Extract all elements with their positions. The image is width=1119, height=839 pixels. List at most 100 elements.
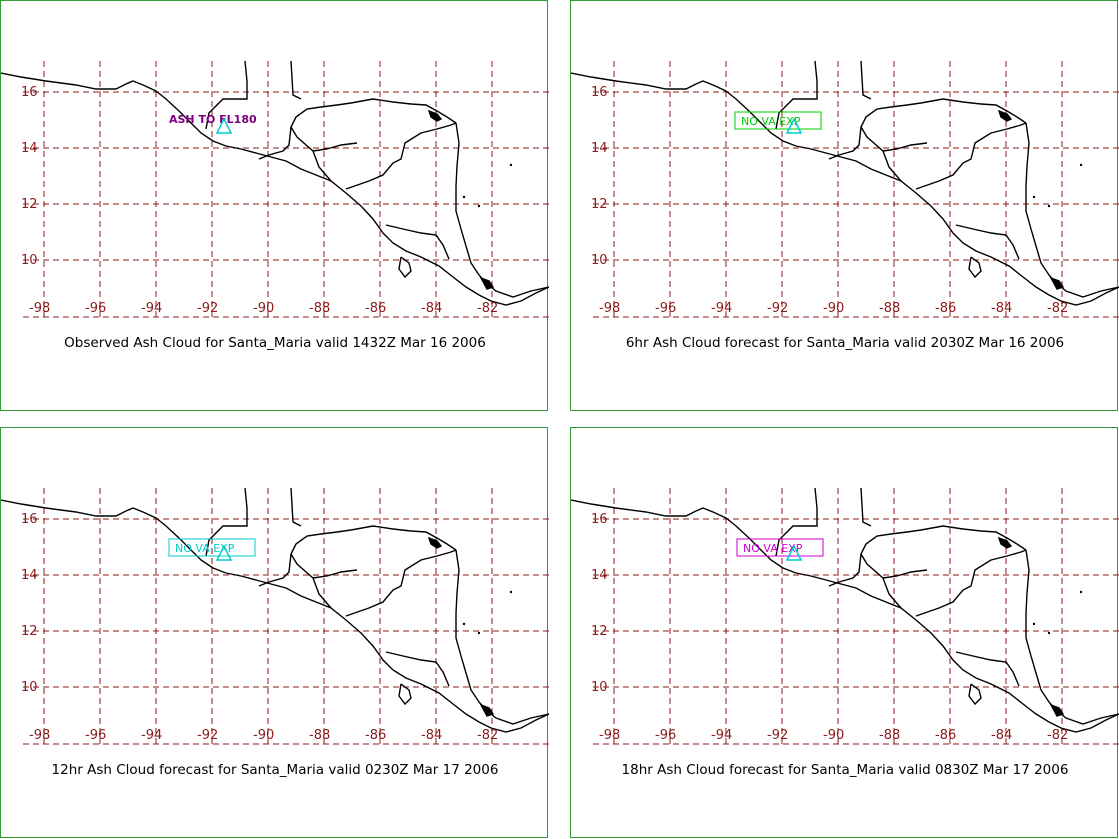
- map-6hr: 16 14 12 10 -98 -96 -94 -92 -90 -88 -86 -84 -82 NO VA…: [571, 60, 1119, 318]
- island: [427, 536, 443, 549]
- longitude-labels: -98 -96 -94 -92 -90 -88 -86 -84 -82: [599, 301, 1068, 316]
- latitude-label: 14: [591, 141, 608, 156]
- longitude-label: -82: [477, 728, 498, 743]
- country-border: [968, 683, 982, 706]
- longitude-label: -84: [991, 301, 1012, 316]
- country-border: [385, 224, 450, 260]
- island-dot: [509, 590, 513, 594]
- island-dot: [1079, 163, 1083, 167]
- coastline: [571, 72, 1119, 306]
- island-dot: [1047, 204, 1051, 208]
- longitude-labels: -98 -96 -94 -92 -90 -88 -86 -84 -82: [599, 728, 1068, 743]
- coastline: [1, 72, 549, 306]
- country-border: [968, 256, 982, 279]
- longitude-label: -96: [655, 728, 676, 743]
- grid-lines: [23, 61, 549, 318]
- longitude-label: -96: [655, 301, 676, 316]
- longitude-label: -98: [599, 728, 620, 743]
- longitude-labels: -98 -96 -94 -92 -90 -88 -86 -84 -82: [29, 301, 498, 316]
- volcano-icon: [215, 117, 233, 134]
- longitude-label: -98: [29, 301, 50, 316]
- country-border: [1025, 549, 1119, 725]
- panel-6hr: 16 14 12 10 -98 -96 -94 -92 -90 -88 -86 -84 -82 NO VA…: [570, 0, 1119, 411]
- grid-lines: [593, 61, 1119, 318]
- longitude-label: -94: [711, 728, 732, 743]
- ash-label: NO VA EXP: [734, 111, 822, 130]
- country-border: [455, 549, 549, 725]
- island-dot: [1032, 195, 1036, 199]
- island: [479, 276, 495, 290]
- country-border: [955, 651, 1020, 687]
- island-dot: [1047, 631, 1051, 635]
- longitude-label: -84: [421, 301, 442, 316]
- caption-12hr: 12hr Ash Cloud forecast for Santa_Maria …: [51, 762, 499, 778]
- latitude-label: 12: [591, 197, 608, 212]
- island: [1049, 276, 1065, 290]
- latitude-label: 14: [591, 568, 608, 583]
- country-border: [312, 569, 358, 579]
- country-border: [258, 525, 457, 587]
- latitude-labels: 16 14 12 10: [21, 512, 38, 695]
- panel-12hr: 16 14 12 10 -98 -96 -94 -92 -90 -88 -86 -84 -82 NO VA…: [0, 427, 549, 838]
- latitude-label: 16: [591, 512, 608, 527]
- latitude-label: 10: [21, 253, 38, 268]
- longitude-label: -84: [991, 728, 1012, 743]
- longitude-label: -92: [767, 728, 788, 743]
- latitude-labels: 16 14 12 10: [591, 512, 608, 695]
- country-border: [882, 569, 928, 579]
- ash-label: NO VA EXP: [736, 538, 824, 557]
- country-border: [398, 256, 412, 279]
- ash-label-box: [736, 538, 824, 557]
- coastline-borders: [571, 487, 1119, 733]
- island: [997, 536, 1013, 549]
- longitude-label: -94: [141, 301, 162, 316]
- ash-label-text: ASH TO FL180: [169, 113, 257, 126]
- caption-observed: Observed Ash Cloud for Santa_Maria valid…: [64, 335, 486, 351]
- country-border: [775, 487, 818, 557]
- longitude-label: -96: [85, 728, 106, 743]
- country-border: [860, 487, 872, 527]
- panel-observed: 16 14 12 10 -98 -96 -94 -92 -90 -88 -86 -84 -82 ASH T…: [0, 0, 549, 411]
- latitude-label: 16: [591, 85, 608, 100]
- latitude-label: 16: [21, 85, 38, 100]
- longitude-label: -90: [253, 728, 274, 743]
- country-border: [258, 98, 457, 160]
- longitude-label: -86: [365, 301, 386, 316]
- island: [1049, 703, 1065, 717]
- island: [427, 109, 443, 122]
- longitude-labels: -98 -96 -94 -92 -90 -88 -86 -84 -82: [29, 728, 498, 743]
- latitude-label: 12: [591, 624, 608, 639]
- island: [997, 109, 1013, 122]
- volcano-icon: [785, 117, 803, 134]
- latitude-labels: 16 14 12 10: [21, 85, 38, 268]
- grid-lines: [23, 488, 549, 745]
- longitude-label: -88: [879, 301, 900, 316]
- longitude-label: -92: [767, 301, 788, 316]
- longitude-label: -98: [599, 301, 620, 316]
- country-border: [955, 224, 1020, 260]
- country-border: [860, 60, 872, 100]
- country-border: [1025, 122, 1119, 298]
- island-dot: [509, 163, 513, 167]
- longitude-label: -94: [141, 728, 162, 743]
- country-border: [828, 525, 1027, 587]
- longitude-label: -90: [823, 728, 844, 743]
- country-border: [915, 549, 1027, 617]
- country-border: [455, 122, 549, 298]
- latitude-labels: 16 14 12 10: [591, 85, 608, 268]
- country-border: [385, 651, 450, 687]
- longitude-label: -94: [711, 301, 732, 316]
- country-border: [205, 60, 248, 130]
- coastline-borders: [571, 60, 1119, 306]
- ash-label-text: NO VA EXP: [741, 115, 801, 128]
- map-observed: 16 14 12 10 -98 -96 -94 -92 -90 -88 -86 -84 -82 ASH T…: [1, 60, 549, 318]
- ash-label-text: NO VA EXP: [743, 542, 803, 555]
- country-border: [345, 549, 457, 617]
- longitude-label: -86: [935, 301, 956, 316]
- island: [479, 703, 495, 717]
- longitude-label: -86: [935, 728, 956, 743]
- country-border: [398, 683, 412, 706]
- coastline-borders: [1, 487, 549, 733]
- island-dot: [1032, 622, 1036, 626]
- panel-18hr: 16 14 12 10 -98 -96 -94 -92 -90 -88 -86 -84 -82 NO VA…: [570, 427, 1119, 838]
